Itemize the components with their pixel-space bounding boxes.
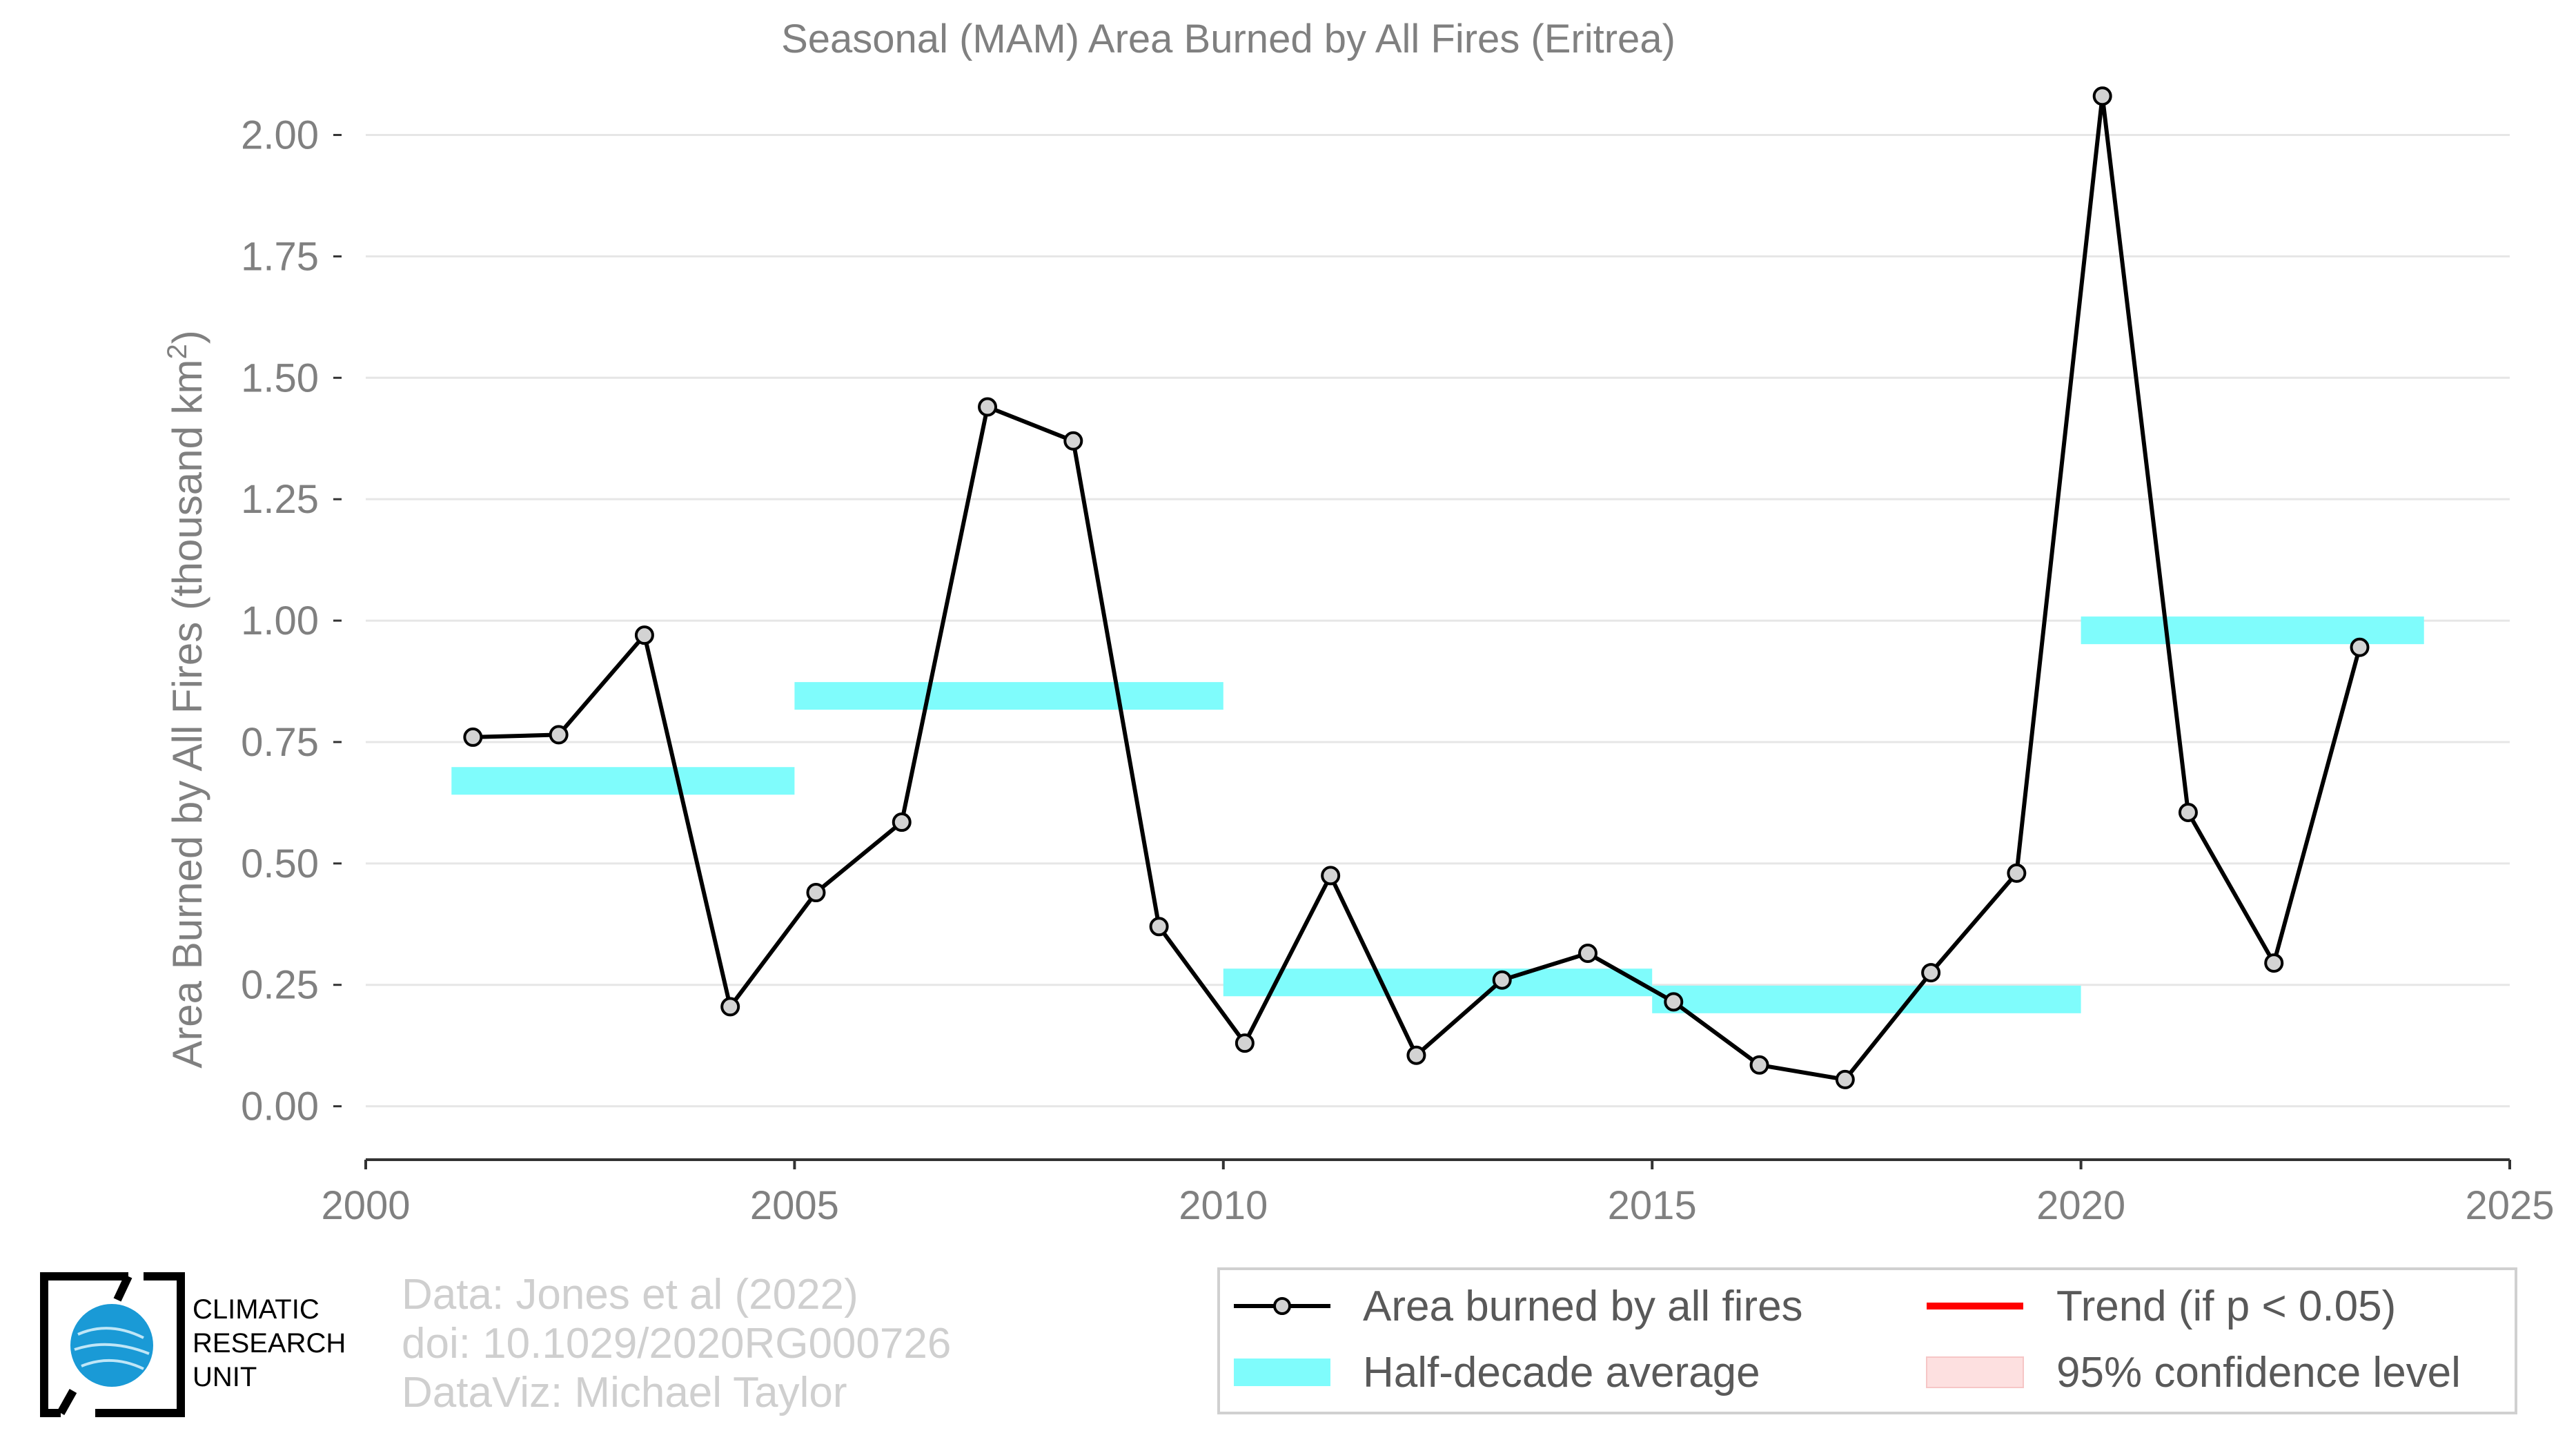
data-point-7 <box>1063 431 1083 451</box>
logo-line-3: UNIT <box>193 1362 257 1392</box>
cru-logo: CLIMATIC RESEARCH UNIT <box>40 1272 371 1417</box>
data-point-17 <box>1921 963 1941 983</box>
y-tick-label-7: 1.75 <box>241 234 319 279</box>
half-decade-band-2 <box>1223 968 1653 997</box>
data-point-6 <box>978 397 998 417</box>
data-point-0 <box>463 727 483 747</box>
data-point-8 <box>1149 917 1169 937</box>
x-tick-label-5: 2025 <box>2465 1183 2554 1228</box>
data-point-3 <box>720 997 740 1017</box>
series-area-burned <box>463 86 2370 1089</box>
y-tick-label-3: 0.75 <box>241 720 319 765</box>
x-tick-label-0: 2000 <box>321 1183 410 1228</box>
half-decade-band-4 <box>2081 616 2424 645</box>
logo-line-2: RESEARCH <box>193 1328 346 1359</box>
data-point-15 <box>1749 1055 1769 1075</box>
credit-doi: doi: 10.1029/2020RG000726 <box>402 1320 952 1367</box>
data-point-16 <box>1835 1069 1855 1089</box>
legend: Area burned by all fires Trend (if p < 0… <box>1217 1267 2517 1414</box>
data-point-12 <box>1492 970 1512 990</box>
y-tick-label-6: 1.50 <box>241 356 319 400</box>
half-decade-bands <box>451 616 2424 1013</box>
logo-line-1: CLIMATIC <box>193 1294 319 1325</box>
x-tick-label-3: 2015 <box>1608 1183 1697 1228</box>
cru-logo-text: CLIMATIC RESEARCH UNIT <box>193 1293 346 1394</box>
data-point-10 <box>1321 866 1341 886</box>
data-point-4 <box>806 883 826 903</box>
data-point-11 <box>1406 1045 1426 1065</box>
data-credits: Data: Jones et al (2022) doi: 10.1029/20… <box>402 1270 951 1417</box>
data-point-19 <box>2092 86 2112 106</box>
data-point-1 <box>549 725 569 745</box>
y-axis-label: Area Burned by All Fires (thousand km2) <box>162 330 210 1068</box>
x-tick-label-1: 2005 <box>750 1183 839 1228</box>
x-tick-label-4: 2020 <box>2036 1183 2125 1228</box>
legend-label-confidence: 95% confidence level <box>2056 1349 2461 1396</box>
credit-dataviz: DataViz: Michael Taylor <box>402 1369 847 1416</box>
y-tick-label-5: 1.25 <box>241 477 319 522</box>
legend-frame <box>1217 1267 2517 1414</box>
data-point-21 <box>2264 953 2284 973</box>
legend-label-trend: Trend (if p < 0.05) <box>2056 1283 2396 1330</box>
data-point-5 <box>892 812 912 832</box>
chart-title: Seasonal (MAM) Area Burned by All Fires … <box>781 17 1675 61</box>
y-tick-label-1: 0.25 <box>241 963 319 1008</box>
x-tick-label-2: 2010 <box>1179 1183 1268 1228</box>
legend-symbol-confidence <box>1926 1356 2024 1388</box>
half-decade-band-3 <box>1652 985 2081 1013</box>
legend-label-area-burned: Area burned by all fires <box>1363 1283 1803 1330</box>
y-tick-label-0: 0.00 <box>241 1084 319 1129</box>
data-point-20 <box>2178 802 2198 822</box>
half-decade-band-1 <box>794 682 1223 710</box>
legend-label-half-decade: Half-decade average <box>1363 1349 1760 1396</box>
half-decade-band-0 <box>451 767 795 795</box>
data-point-13 <box>1577 943 1597 963</box>
y-tick-label-8: 2.00 <box>241 113 319 158</box>
y-tick-label-4: 1.00 <box>241 598 319 643</box>
legend-marker-area-burned <box>1273 1297 1291 1315</box>
legend-symbol-half-decade <box>1234 1359 1330 1386</box>
axes: 0.00 0.25 0.50 0.75 1.00 1.25 1.50 1.75 2.00 2000… <box>241 113 2554 1228</box>
data-point-9 <box>1235 1033 1255 1053</box>
data-point-22 <box>2350 637 2370 657</box>
data-point-2 <box>634 625 654 645</box>
credit-data-source: Data: Jones et al (2022) <box>402 1271 858 1318</box>
cru-logo-frame-icon <box>40 1272 185 1417</box>
data-point-14 <box>1664 992 1684 1012</box>
series-line <box>473 94 2362 1082</box>
y-tick-label-2: 0.50 <box>241 841 319 886</box>
data-point-18 <box>2007 863 2027 883</box>
